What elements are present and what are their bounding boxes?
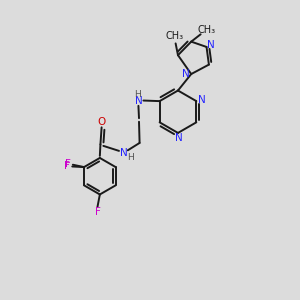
Text: CH₃: CH₃ xyxy=(166,31,184,41)
Text: N: N xyxy=(198,95,206,105)
Text: N: N xyxy=(182,69,190,79)
Text: N: N xyxy=(175,133,182,143)
Text: N: N xyxy=(119,148,127,158)
Text: CH₃: CH₃ xyxy=(197,25,216,35)
Text: F: F xyxy=(65,159,71,169)
Text: F: F xyxy=(64,161,70,172)
Text: O: O xyxy=(98,117,106,127)
Text: F: F xyxy=(94,206,100,217)
Text: N: N xyxy=(134,95,142,106)
Text: H: H xyxy=(134,90,141,99)
Text: H: H xyxy=(127,153,134,162)
Text: N: N xyxy=(207,40,215,50)
